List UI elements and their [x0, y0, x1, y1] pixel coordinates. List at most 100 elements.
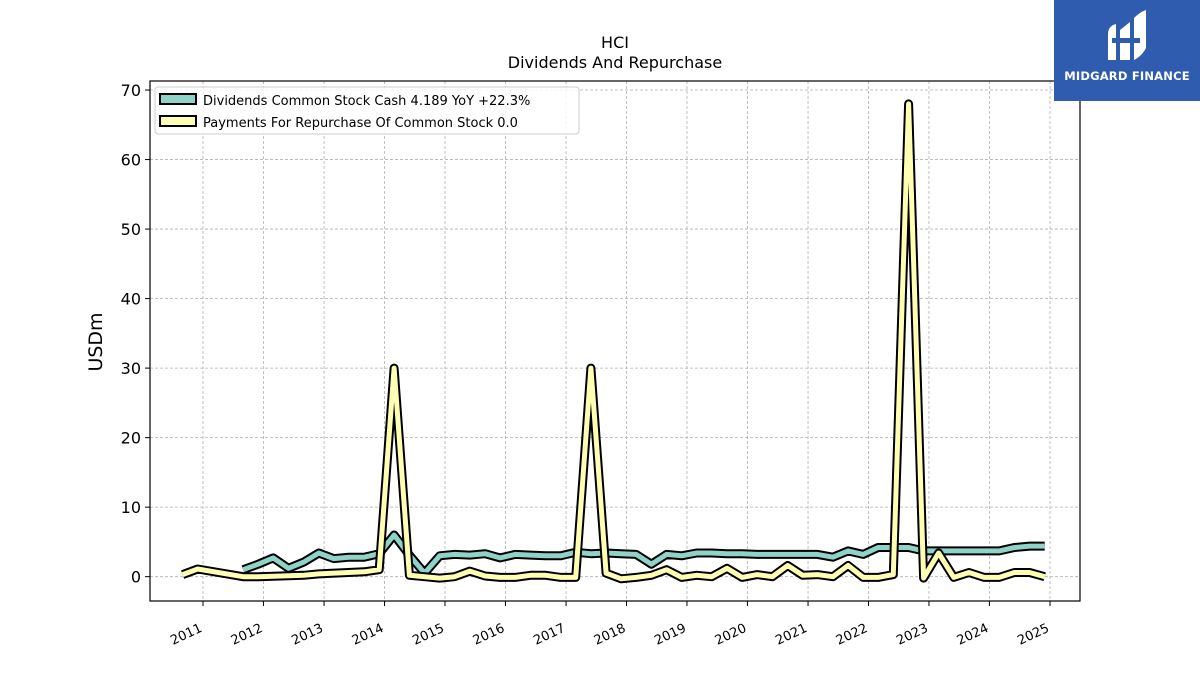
series-1-point: [243, 576, 244, 577]
series-1-point: [379, 569, 380, 570]
series-0-point: [258, 564, 259, 565]
x-tick-label: 2018: [592, 621, 628, 649]
series-1-point: [530, 575, 531, 576]
series-0-point: [908, 547, 909, 548]
series-1-point: [969, 572, 970, 573]
series-0-point: [500, 557, 501, 558]
series-1-point: [469, 571, 470, 572]
series-1-point: [787, 565, 788, 566]
series-1-point: [621, 578, 622, 579]
x-tick-label: 2023: [894, 621, 930, 649]
series-0-point: [681, 555, 682, 556]
y-tick-label: 10: [121, 498, 141, 517]
series-0-point: [318, 553, 319, 554]
chart-series: [181, 99, 1046, 584]
legend-swatch-repurchase: [159, 115, 197, 127]
series-1-point: [984, 577, 985, 578]
legend-box: [154, 86, 580, 135]
series-0-point: [515, 554, 516, 555]
series-1-point: [439, 578, 440, 579]
series-0-point: [984, 550, 985, 551]
series-0-point: [742, 553, 743, 554]
series-0-point: [696, 553, 697, 554]
x-tick-label: 2021: [773, 621, 809, 649]
series-0-point: [394, 535, 395, 536]
y-tick-label: 40: [121, 290, 141, 309]
series-0-point: [772, 554, 773, 555]
series-1-point: [485, 576, 486, 577]
series-0-point: [878, 547, 879, 548]
series-line-1: [181, 101, 1046, 582]
series-0-point: [545, 555, 546, 556]
series-1-point: [908, 103, 909, 104]
series-0-point: [802, 554, 803, 555]
series-1-point: [258, 576, 259, 577]
series-0-point: [969, 550, 970, 551]
chart-subtitle: Dividends And Repurchase: [508, 53, 722, 72]
series-1-point: [832, 576, 833, 577]
series-0-point: [273, 557, 274, 558]
series-1-point: [409, 575, 410, 576]
y-tick-label: 70: [121, 81, 141, 100]
series-1-point: [878, 577, 879, 578]
series-1-point: [802, 575, 803, 576]
series-0-point: [757, 554, 758, 555]
chart-grid: [150, 81, 1080, 601]
y-tick-label: 60: [121, 151, 141, 170]
series-0-point: [364, 557, 365, 558]
series-1-point: [681, 577, 682, 578]
series-0-point: [288, 568, 289, 569]
midgard-logo-icon: [1108, 10, 1146, 60]
y-tick-label: 30: [121, 359, 141, 378]
series-1-point: [938, 553, 939, 554]
x-tick-label: 2011: [168, 621, 204, 649]
series-0-point: [1044, 546, 1045, 547]
chart-legend: Dividends Common Stock Cash 4.189 YoY +2…: [154, 86, 580, 135]
series-1-point: [560, 577, 561, 578]
x-tick-label: 2022: [834, 621, 870, 649]
series-0-point: [636, 554, 637, 555]
x-tick-label: 2025: [1015, 621, 1051, 649]
y-tick-label: 0: [131, 568, 141, 587]
series-0-point: [999, 550, 1000, 551]
series-0-point: [848, 550, 849, 551]
series-0-point: [666, 554, 667, 555]
series-0-point: [485, 553, 486, 554]
series-0-point: [863, 554, 864, 555]
series-0-point: [787, 554, 788, 555]
series-0-point: [711, 553, 712, 554]
series-1-point: [1014, 572, 1015, 573]
series-0-point: [1029, 546, 1030, 547]
series-0-point: [560, 555, 561, 556]
series-1-point: [545, 575, 546, 576]
series-0-point: [621, 553, 622, 554]
series-0-point: [454, 554, 455, 555]
series-0-point: [817, 554, 818, 555]
legend-label-repurchase: Payments For Repurchase Of Common Stock …: [203, 116, 518, 131]
series-1-point: [424, 576, 425, 577]
series-1-point: [923, 578, 924, 579]
x-tick-label: 2014: [350, 621, 386, 649]
series-0-point: [333, 558, 334, 559]
series-1-point: [711, 576, 712, 577]
series-1-point: [651, 575, 652, 576]
series-0-point: [530, 555, 531, 556]
series-0-point: [590, 553, 591, 554]
x-axis: 2011 2012 2013 2014 2015 2016 2017 2018 2019 2020…: [168, 601, 1052, 649]
series-1-point: [757, 574, 758, 575]
series-1-point: [575, 577, 576, 578]
x-tick-label: 2015: [410, 621, 446, 649]
series-1-point: [394, 368, 395, 369]
series-1-point: [772, 576, 773, 577]
series-1-point: [999, 577, 1000, 578]
series-0-point: [727, 553, 728, 554]
series-1-point: [636, 577, 637, 578]
y-axis: 0 10 20 30 40 50 60 70: [121, 81, 150, 587]
x-tick-label: 2012: [229, 621, 265, 649]
series-1-point: [848, 565, 849, 566]
series-1-point: [863, 577, 864, 578]
x-tick-label: 2017: [531, 621, 567, 649]
series-1-point: [1029, 572, 1030, 573]
series-0-point: [243, 569, 244, 570]
plot-area-frame: [149, 80, 1081, 602]
